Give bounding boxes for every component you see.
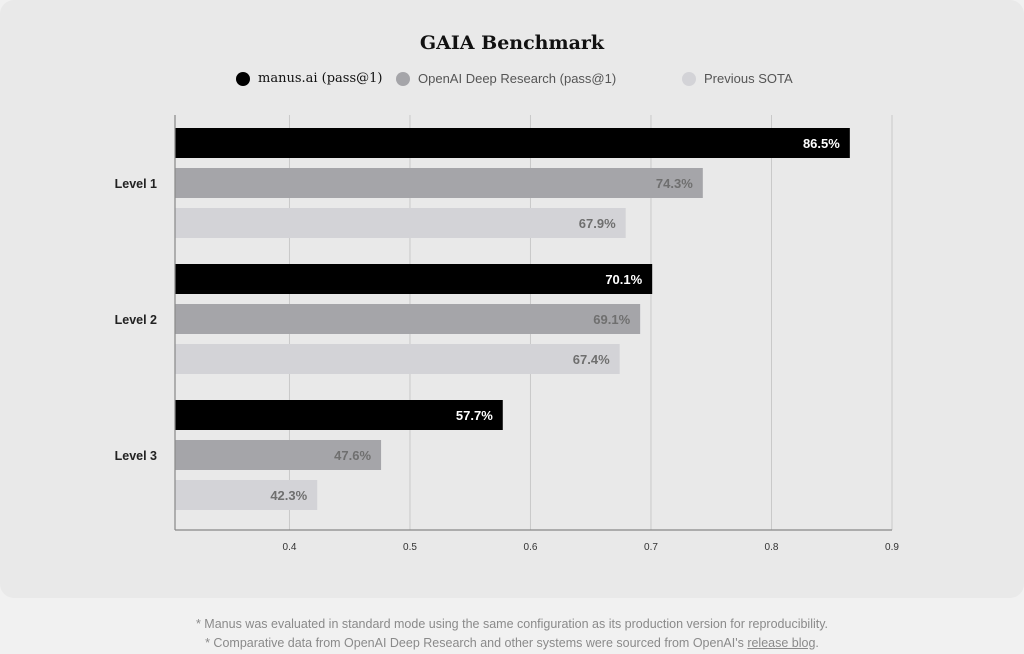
data-label: 70.1% xyxy=(605,272,642,287)
legend-item-sota: Previous SOTA xyxy=(682,71,793,86)
bar-level-2-series-0 xyxy=(175,264,653,294)
x-tick-label: 0.4 xyxy=(283,542,297,553)
bar-chart: 0.4 0.5 0.6 0.7 0.8 0.9 86.5% 74.3% 67.9% Level 1… xyxy=(115,115,899,553)
bar-level-3-series-1 xyxy=(175,440,382,470)
chart-title: GAIA Benchmark xyxy=(419,32,605,54)
footnote-2: * Comparative data from OpenAI Deep Rese… xyxy=(205,636,819,650)
x-tick-label: 0.8 xyxy=(765,542,779,553)
legend-item-manus: manus.ai (pass@1) xyxy=(236,71,383,86)
data-label: 67.9% xyxy=(579,216,616,231)
data-label: 57.7% xyxy=(456,408,493,423)
bar-level-1-series-0 xyxy=(175,128,850,158)
data-label: 74.3% xyxy=(656,176,693,191)
legend-swatch xyxy=(236,71,250,86)
category-label: Level 2 xyxy=(115,313,157,327)
bar-level-2-series-2 xyxy=(175,344,620,374)
legend-swatch xyxy=(396,71,410,86)
legend: manus.ai (pass@1) OpenAI Deep Research (… xyxy=(0,71,1024,91)
legend-swatch xyxy=(682,71,696,86)
data-label: 47.6% xyxy=(334,448,371,463)
x-tick-label: 0.9 xyxy=(885,542,899,553)
x-tick-label: 0.5 xyxy=(403,542,417,553)
footnote-1: * Manus was evaluated in standard mode u… xyxy=(195,617,829,631)
data-label: 67.4% xyxy=(573,352,610,367)
chart-card: GAIA Benchmark manus.ai (pass@1) OpenAI … xyxy=(0,32,1024,553)
category-label: Level 1 xyxy=(115,177,157,191)
x-tick-label: 0.6 xyxy=(524,542,538,553)
bar-level-1-series-1 xyxy=(175,168,703,198)
data-label: 69.1% xyxy=(593,312,630,327)
bar-level-3-series-0 xyxy=(175,400,503,430)
data-label: 42.3% xyxy=(270,488,307,503)
legend-item-openai: OpenAI Deep Research (pass@1) xyxy=(396,71,616,86)
data-label: 86.5% xyxy=(803,136,840,151)
category-label: Level 3 xyxy=(115,449,157,463)
bar-level-2-series-1 xyxy=(175,304,641,334)
bar-level-3-series-2 xyxy=(175,480,318,510)
release-blog-link[interactable]: release blog xyxy=(747,636,816,650)
x-tick-label: 0.7 xyxy=(644,542,658,553)
bar-level-1-series-2 xyxy=(175,208,626,238)
